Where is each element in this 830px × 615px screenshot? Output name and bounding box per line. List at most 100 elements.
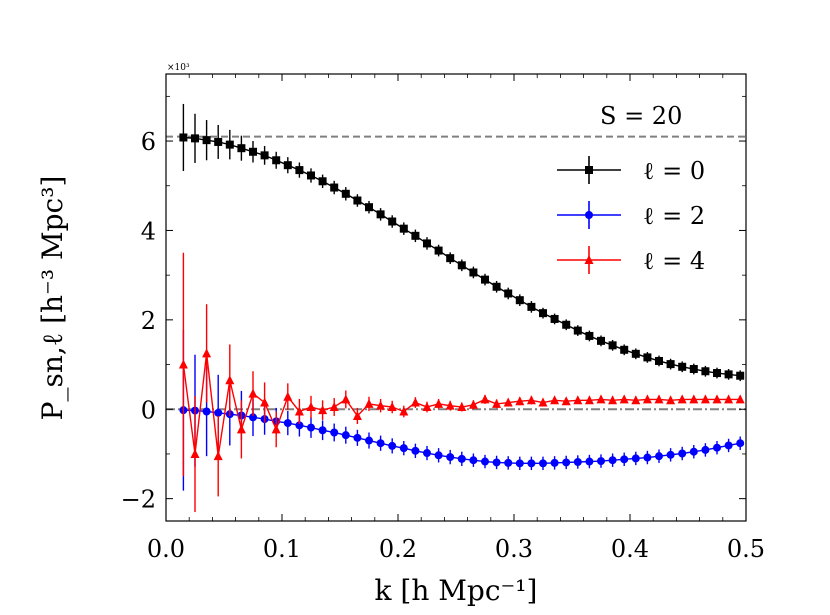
data-point — [573, 457, 582, 466]
data-point — [249, 147, 257, 156]
data-point — [689, 447, 698, 456]
x-tick-label: 0.1 — [263, 535, 301, 563]
data-point — [307, 423, 315, 432]
data-point — [631, 395, 641, 405]
data-point — [434, 246, 443, 255]
x-tick-label: 0.3 — [495, 535, 533, 563]
data-point — [434, 451, 443, 460]
data-point — [202, 407, 211, 416]
data-point — [526, 395, 536, 405]
data-point — [214, 408, 223, 417]
data-point — [423, 239, 431, 248]
data-point — [539, 459, 547, 468]
data-point — [666, 360, 675, 369]
data-point — [539, 309, 547, 318]
data-point — [597, 336, 605, 345]
data-point — [399, 406, 409, 416]
data-point — [550, 314, 559, 323]
data-point — [736, 371, 745, 380]
data-point — [295, 166, 304, 175]
legend-label: ℓ = 2 — [643, 202, 705, 230]
data-point — [411, 231, 420, 240]
plot-area — [166, 103, 746, 513]
data-point — [341, 189, 350, 198]
data-point — [573, 326, 582, 335]
data-point — [271, 424, 281, 434]
legend-marker — [585, 166, 593, 174]
data-point — [562, 320, 571, 329]
data-point — [515, 459, 524, 468]
data-point — [376, 400, 386, 410]
data-point — [376, 210, 385, 219]
data-point — [631, 349, 640, 358]
data-point — [736, 439, 745, 448]
data-point — [504, 458, 513, 467]
data-point — [481, 275, 489, 284]
data-point — [584, 395, 594, 405]
annotation-label: S = 20 — [600, 102, 682, 130]
series-2 — [178, 252, 745, 513]
data-point — [446, 453, 455, 462]
data-point — [538, 397, 548, 407]
data-point — [492, 458, 501, 467]
data-point — [446, 254, 455, 263]
data-point — [399, 224, 408, 233]
data-point — [213, 451, 223, 461]
y-tick-label: 6 — [141, 128, 156, 156]
data-point — [597, 457, 605, 466]
y-axis-title: P_sn,ℓ [h⁻³ Mpc³] — [36, 176, 69, 421]
data-point — [596, 394, 606, 404]
y-multiplier: ×10³ — [167, 63, 190, 73]
data-point — [353, 433, 362, 442]
data-point — [376, 439, 385, 448]
data-point — [620, 455, 629, 464]
data-point — [341, 431, 350, 440]
data-point — [225, 140, 234, 149]
data-point — [678, 362, 687, 371]
data-point — [237, 144, 246, 153]
data-point — [399, 444, 408, 453]
y-tick-label: 0 — [141, 396, 156, 424]
data-point — [654, 394, 664, 404]
data-point — [515, 296, 524, 305]
data-point — [713, 369, 721, 378]
data-point — [364, 398, 374, 408]
data-point — [468, 399, 478, 409]
data-point — [365, 436, 373, 445]
data-point — [411, 446, 420, 455]
legend-entry-2: ℓ = 4 — [557, 246, 705, 275]
data-point — [295, 421, 304, 430]
data-point — [445, 400, 455, 410]
legend-marker — [585, 211, 593, 219]
data-point — [561, 396, 571, 406]
data-point — [701, 367, 710, 376]
legend-entry-0: ℓ = 0 — [557, 156, 705, 185]
data-point — [608, 341, 617, 350]
data-point — [562, 458, 571, 467]
data-point — [283, 391, 293, 401]
data-point — [457, 402, 467, 412]
data-point — [353, 196, 362, 205]
data-point — [666, 395, 676, 405]
data-point — [480, 394, 490, 404]
data-point — [178, 359, 188, 369]
data-point — [434, 398, 444, 408]
data-point — [481, 457, 489, 466]
x-tick-label: 0.4 — [611, 535, 649, 563]
data-point — [503, 397, 513, 407]
legend-label: ℓ = 0 — [643, 157, 705, 185]
data-point — [202, 348, 212, 358]
data-point — [283, 419, 292, 428]
data-point — [504, 289, 513, 298]
legend-marker — [584, 255, 594, 264]
data-point — [469, 268, 478, 277]
data-point — [712, 394, 722, 404]
data-point — [422, 402, 432, 412]
data-point — [236, 424, 246, 434]
data-point — [724, 441, 733, 450]
data-point — [550, 395, 560, 405]
data-point — [388, 441, 397, 450]
data-point — [272, 156, 281, 165]
data-point — [620, 345, 629, 354]
data-point — [352, 410, 362, 420]
